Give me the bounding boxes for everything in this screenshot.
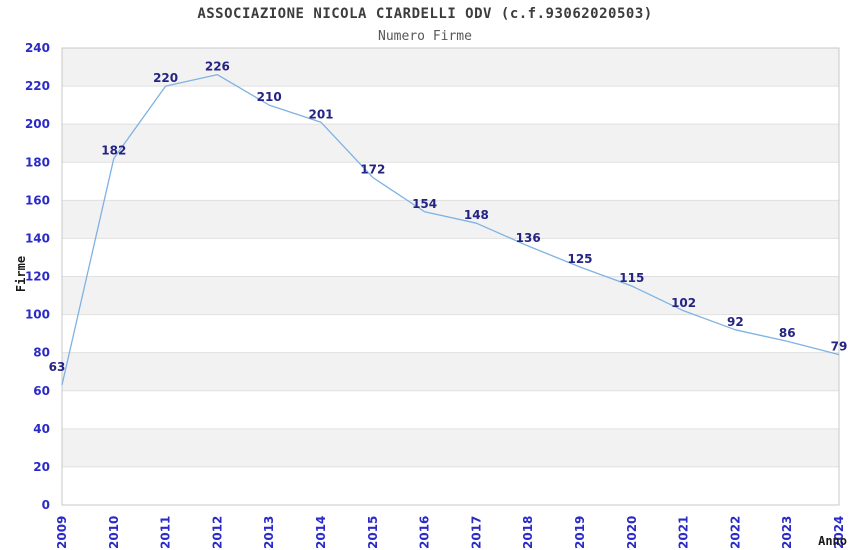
plain-band [62, 86, 839, 125]
data-label: 226 [205, 60, 230, 74]
y-axis-tick-labels: 0 20 40 60 80 100 120 140 160 180 200 220 240 [25, 41, 50, 512]
data-label: 86 [779, 326, 796, 340]
plain-band [62, 238, 839, 277]
y-tick-label: 240 [25, 41, 50, 55]
data-labels: 63 182 220 226 210 201 172 154 148 136 125 115 102 92… [49, 60, 848, 374]
series-line [61, 74, 840, 386]
y-tick-label: 200 [25, 117, 50, 131]
plain-band [62, 162, 839, 201]
plot-frame [61, 47, 840, 506]
x-tick-label: 2009 [55, 516, 69, 549]
x-tick-label: 2010 [107, 516, 121, 549]
y-tick-label: 120 [25, 270, 50, 284]
y-tick-label: 0 [42, 498, 50, 512]
y-tick-label: 180 [25, 155, 50, 169]
y-axis-label: Firme [14, 256, 28, 292]
x-tick-label: 2013 [262, 516, 276, 549]
data-label: 102 [671, 296, 696, 310]
shaded-band [62, 352, 839, 391]
frame-border [61, 47, 840, 506]
x-tick-label: 2023 [780, 516, 794, 549]
plain-band [62, 466, 839, 505]
x-tick-label: 2015 [366, 516, 380, 549]
data-label: 125 [567, 252, 592, 266]
y-tick-label: 20 [33, 460, 50, 474]
x-tick-label: 2021 [677, 516, 691, 549]
shaded-band [62, 276, 839, 315]
x-tick-label: 2019 [573, 516, 587, 549]
chart-title: ASSOCIAZIONE NICOLA CIARDELLI ODV (c.f.9… [197, 6, 653, 22]
x-tick-label: 2022 [728, 516, 742, 549]
y-tick-label: 60 [33, 384, 50, 398]
data-label: 172 [360, 162, 385, 176]
gridlines [62, 85, 839, 468]
data-label: 182 [101, 143, 126, 157]
y-tick-label: 100 [25, 308, 50, 322]
x-tick-label: 2011 [159, 516, 173, 549]
y-tick-label: 80 [33, 346, 50, 360]
shaded-band [62, 428, 839, 467]
line-series [61, 74, 840, 386]
y-tick-label: 140 [25, 231, 50, 245]
x-tick-label: 2016 [418, 516, 432, 549]
shaded-band [62, 124, 839, 163]
x-tick-label: 2014 [314, 516, 328, 549]
x-tick-label: 2012 [210, 516, 224, 549]
x-axis-label: Anno [818, 534, 847, 548]
y-tick-label: 160 [25, 193, 50, 207]
data-label: 115 [619, 271, 644, 285]
data-label: 148 [464, 208, 489, 222]
chart-subtitle: Numero Firme [378, 29, 472, 44]
background-bands [62, 48, 839, 505]
y-tick-label: 40 [33, 422, 50, 436]
data-label: 63 [49, 360, 66, 374]
data-label: 154 [412, 197, 437, 211]
plain-band [62, 314, 839, 353]
x-tick-label: 2018 [521, 516, 535, 549]
y-tick-label: 220 [25, 79, 50, 93]
data-label: 201 [308, 107, 333, 121]
x-tick-label: 2017 [469, 516, 483, 549]
shaded-band [62, 200, 839, 239]
data-label: 79 [831, 340, 848, 354]
data-label: 220 [153, 71, 178, 85]
plain-band [62, 390, 839, 429]
x-axis-tick-labels: 2009 2010 2011 2012 2013 2014 2015 2016 2017 2018… [55, 516, 846, 549]
data-label: 136 [516, 231, 541, 245]
x-tick-label: 2024 [832, 516, 846, 549]
shaded-band [62, 48, 839, 87]
x-tick-label: 2020 [625, 516, 639, 549]
data-label: 92 [727, 315, 744, 329]
data-label: 210 [257, 90, 282, 104]
